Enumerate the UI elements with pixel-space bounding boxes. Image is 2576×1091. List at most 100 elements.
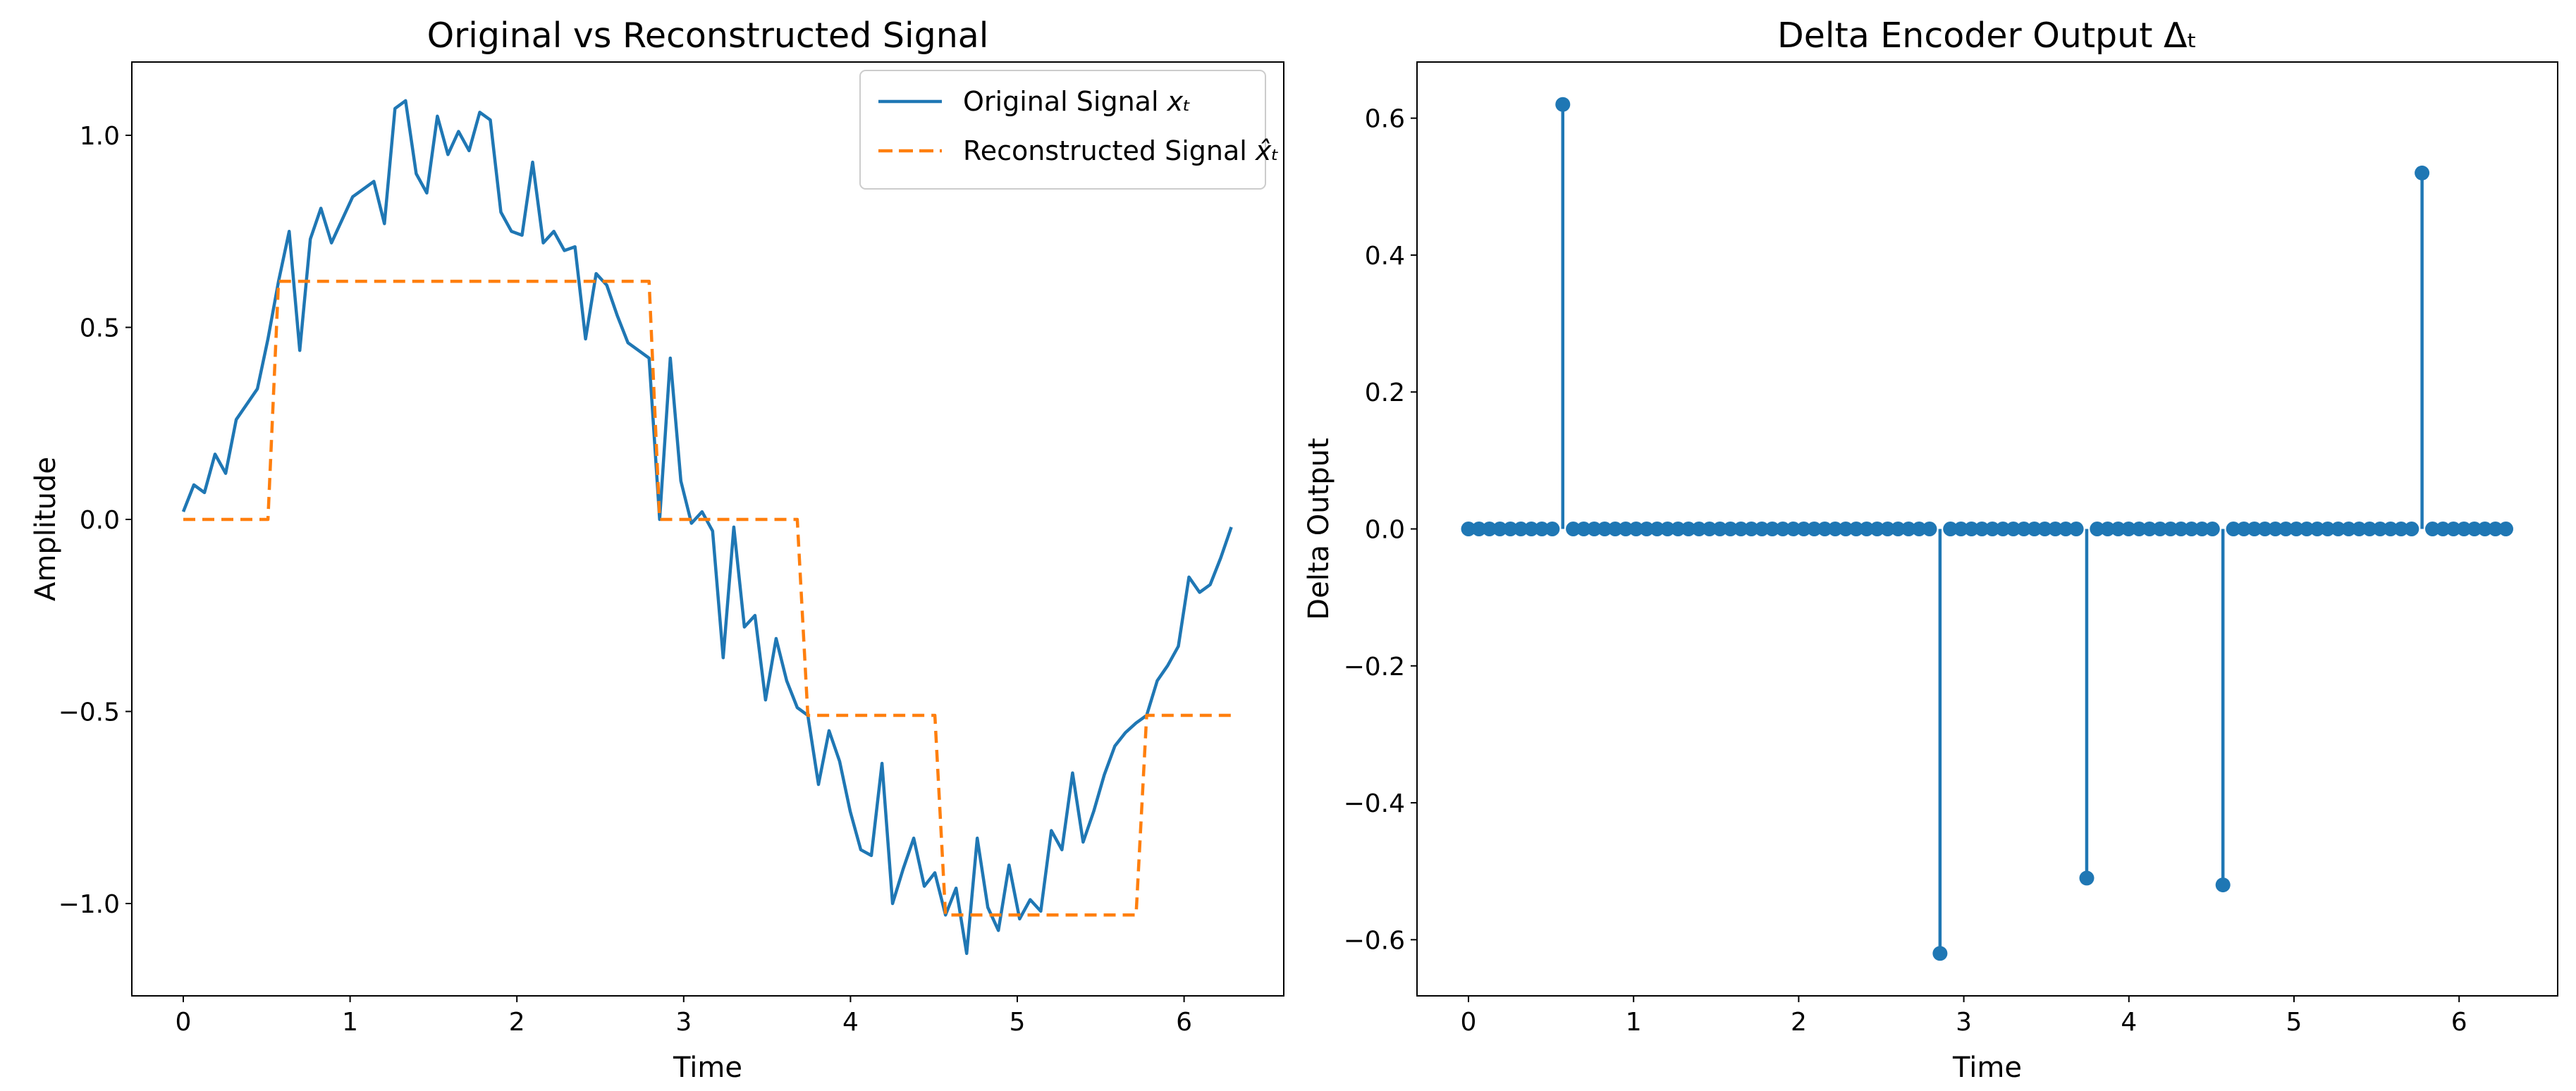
- y-axis-label: Amplitude: [30, 457, 62, 601]
- stem-marker: [1597, 522, 1612, 536]
- stem-marker: [1629, 522, 1644, 536]
- stem-marker: [1807, 522, 1822, 536]
- stem-marker: [2100, 522, 2116, 536]
- stem-marker: [1848, 522, 1864, 536]
- stem-marker: [1890, 522, 1906, 536]
- stem-marker: [2131, 522, 2147, 536]
- stem-marker: [1796, 522, 1812, 536]
- stem-marker: [2488, 522, 2503, 536]
- stem-marker: [2121, 522, 2136, 536]
- stem-marker: [2278, 522, 2293, 536]
- x-tick-label: 5: [2286, 1008, 2302, 1037]
- stem-marker: [1775, 522, 1791, 536]
- x-tick-label: 0: [176, 1008, 192, 1037]
- x-tick-label: 6: [2451, 1008, 2467, 1037]
- y-tick-label: 0.2: [1365, 378, 1405, 407]
- stem-marker: [2163, 522, 2178, 536]
- stem-marker: [1765, 522, 1780, 536]
- stem-marker: [1650, 522, 1665, 536]
- legend: Original Signal xₜ Reconstructed Signal x…: [859, 70, 1280, 190]
- x-tick-label: 3: [1956, 1008, 1972, 1037]
- stem-marker: [1471, 522, 1487, 536]
- stem-marker: [2226, 522, 2241, 536]
- stem-marker: [1743, 522, 1759, 536]
- left-chart: 0 1 2 3 4 5 6 1.0 0.5 0.0 −0.5 −1.0 Time Amplitude Ori…: [30, 16, 1284, 1084]
- stem-marker: [2111, 522, 2126, 536]
- stem-marker: [1932, 946, 1948, 961]
- x-axis-label: Time: [1952, 1052, 2022, 1084]
- stem-marker: [1513, 522, 1528, 536]
- y-tick-label: −0.6: [1344, 926, 1405, 955]
- stem-marker: [1607, 522, 1623, 536]
- stem-marker: [2058, 522, 2073, 536]
- stem-lines: [1561, 104, 2424, 954]
- stem-marker: [1911, 522, 1927, 536]
- stem-marker: [2477, 522, 2493, 536]
- x-tick-label: 4: [2121, 1008, 2137, 1037]
- stem-marker: [1734, 522, 1748, 536]
- right-chart-title: Delta Encoder Output Δₜ: [1777, 16, 2197, 56]
- legend-entry-label: Original Signal xₜ: [963, 86, 1191, 117]
- stem-marker: [2090, 522, 2105, 536]
- stem-marker: [2467, 522, 2482, 536]
- stem-marker: [1964, 522, 1979, 536]
- stem-marker: [1702, 522, 1717, 536]
- stem-marker: [2257, 522, 2273, 536]
- stem-marker: [1922, 522, 1937, 536]
- stem-marker: [1586, 522, 1602, 536]
- stem-marker: [1712, 522, 1728, 536]
- stem-marker: [1985, 522, 2000, 536]
- x-tick-label: 6: [1176, 1008, 1192, 1037]
- stem-marker: [1838, 522, 1853, 536]
- original-signal-line: [181, 99, 1233, 956]
- stem-marker: [2195, 522, 2209, 536]
- stem-marker: [2068, 522, 2084, 536]
- stem-marker: [2456, 522, 2472, 536]
- stem-marker: [1660, 522, 1675, 536]
- y-axis-label: Delta Output: [1303, 438, 1335, 620]
- stem-marker: [1670, 522, 1686, 536]
- stem-marker: [1576, 522, 1591, 536]
- stem-marker: [1817, 522, 1832, 536]
- stem-marker: [1827, 522, 1843, 536]
- stem-marker: [2415, 165, 2430, 180]
- stem-marker: [1534, 522, 1550, 536]
- stem-marker: [1639, 522, 1655, 536]
- stem-marker: [1492, 522, 1508, 536]
- stem-marker: [2299, 522, 2314, 536]
- stem-marker: [2331, 522, 2346, 536]
- stem-marker: [1523, 522, 1539, 536]
- x-axis-label: Time: [673, 1052, 742, 1084]
- stem-marker: [1754, 522, 1770, 536]
- stem-marker: [2425, 522, 2440, 536]
- stem-marker: [2435, 522, 2451, 536]
- stem-marker: [1943, 522, 1958, 536]
- stem-marker: [1681, 522, 1696, 536]
- stem-marker: [2288, 522, 2304, 536]
- y-tick-label: 0.0: [1365, 516, 1405, 545]
- stem-marker: [1954, 522, 1969, 536]
- stem-marker: [2027, 522, 2042, 536]
- stem-marker: [2351, 522, 2367, 536]
- y-tick-label: −1.0: [59, 890, 120, 919]
- right-chart: 0 1 2 3 4 5 6 0.6 0.4 0.2 0.0 −0.2 −0.4 −0.6 Time Delta…: [1303, 16, 2558, 1084]
- stem-marker: [2016, 522, 2032, 536]
- x-tick-label: 3: [675, 1008, 692, 1037]
- y-tick-label: 0.5: [80, 314, 120, 343]
- stem-marker: [1786, 522, 1801, 536]
- reconstructed-signal-line: [183, 279, 1232, 917]
- y-tick-label: 0.0: [80, 506, 120, 535]
- legend-box: [859, 70, 1266, 190]
- stem-marker: [2236, 522, 2252, 536]
- y-tick-label: 1.0: [80, 122, 120, 151]
- stem-marker: [2310, 522, 2325, 536]
- stem-marker: [2341, 522, 2357, 536]
- stem-marker: [2142, 522, 2157, 536]
- stem-marker: [2215, 877, 2231, 893]
- x-tick-label: 2: [1791, 1008, 1807, 1037]
- stem-marker: [2047, 522, 2063, 536]
- stem-marker: [1723, 522, 1738, 536]
- stem-marker: [2498, 522, 2513, 536]
- stem-marker: [1482, 522, 1497, 536]
